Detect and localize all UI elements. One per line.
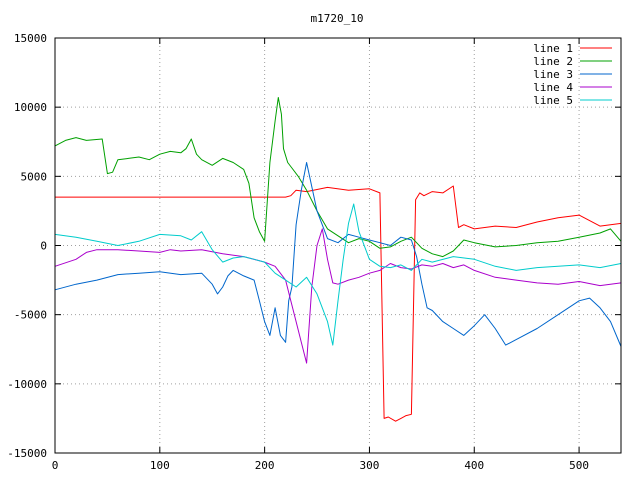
- legend-label: line 2: [533, 55, 573, 68]
- legend-label: line 4: [533, 81, 573, 94]
- y-tick-label: -15000: [7, 447, 47, 460]
- x-tick-label: 100: [150, 459, 170, 472]
- x-tick-label: 500: [569, 459, 589, 472]
- x-tick-label: 200: [255, 459, 275, 472]
- axis-ticks: 0 100 200 300 400 500 -15000 -10000 -5000 0 5000 10…: [7, 32, 621, 472]
- chart-title: m1720_10: [311, 12, 364, 25]
- y-tick-label: 15000: [14, 32, 47, 45]
- legend-label: line 3: [533, 68, 573, 81]
- x-tick-label: 0: [52, 459, 59, 472]
- series-line-1: [55, 185, 622, 422]
- series-line-4: [54, 228, 622, 364]
- y-tick-label: -10000: [7, 378, 47, 391]
- series-line-5: [54, 203, 622, 346]
- legend-label: line 1: [533, 42, 573, 55]
- x-tick-label: 400: [464, 459, 484, 472]
- series-line-2: [54, 97, 622, 258]
- series-line-3: [54, 162, 622, 347]
- legend-label: line 5: [533, 94, 573, 107]
- y-tick-label: -5000: [14, 309, 47, 322]
- x-tick-label: 300: [360, 459, 380, 472]
- y-tick-label: 10000: [14, 101, 47, 114]
- y-tick-label: 5000: [21, 170, 48, 183]
- y-tick-label: 0: [40, 240, 47, 253]
- series-group: [54, 97, 622, 422]
